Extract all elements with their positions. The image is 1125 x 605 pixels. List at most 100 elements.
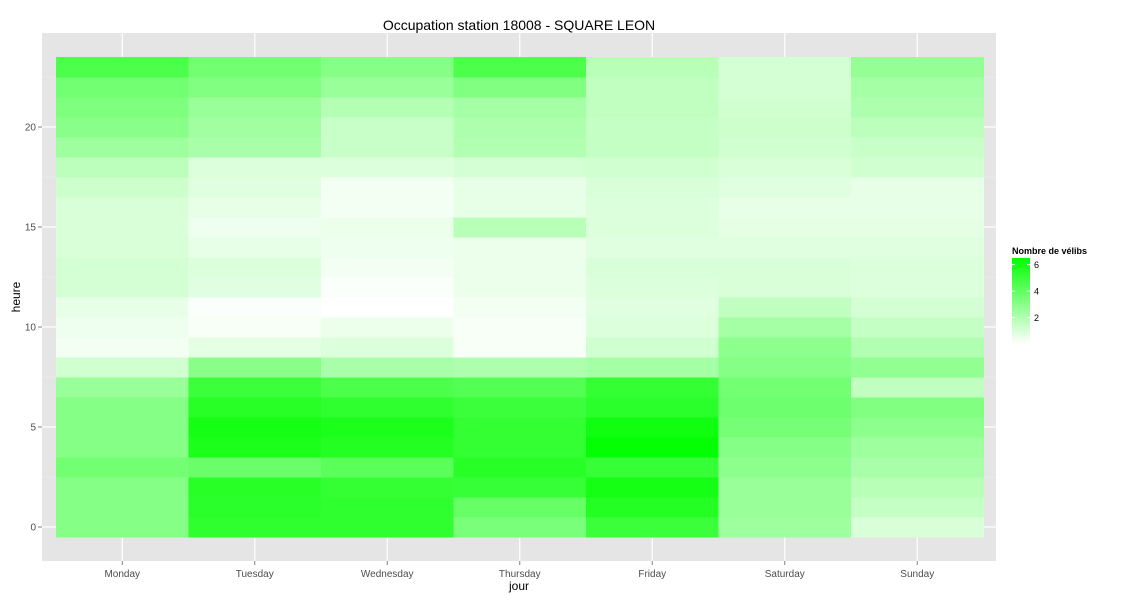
heatmap-cell-tuesday-3: [188, 457, 322, 478]
heatmap-cell-saturday-22: [718, 77, 852, 98]
heatmap-cell-sunday-12: [851, 277, 984, 298]
heatmap-cell-sunday-5: [851, 417, 984, 438]
heatmap-cell-friday-10: [586, 317, 719, 338]
heatmap-cell-tuesday-7: [188, 377, 322, 398]
heatmap-cell-monday-15: [56, 217, 189, 238]
heatmap-cell-wednesday-5: [321, 417, 454, 438]
legend-tick-label-6: 6: [1034, 260, 1039, 270]
heatmap-cell-sunday-2: [851, 477, 984, 498]
heatmap-cell-thursday-11: [453, 297, 587, 318]
heatmap-cell-saturday-9: [718, 337, 852, 358]
heatmap-cell-wednesday-4: [321, 437, 454, 458]
heatmap-cell-saturday-3: [718, 457, 852, 478]
heatmap-cell-wednesday-15: [321, 217, 454, 238]
heatmap-cell-wednesday-14: [321, 237, 454, 258]
heatmap-cell-friday-14: [586, 237, 719, 258]
heatmap-cell-monday-23: [56, 57, 189, 78]
y-tick-label-0: 0: [30, 523, 36, 534]
heatmap-cell-sunday-7: [851, 377, 984, 398]
heatmap-cell-monday-22: [56, 77, 189, 98]
heatmap-cell-friday-2: [586, 477, 719, 498]
heatmap-cell-saturday-19: [718, 137, 852, 158]
heatmap-cell-wednesday-1: [321, 497, 454, 518]
heatmap-cell-tuesday-0: [188, 517, 322, 538]
heatmap-cell-sunday-13: [851, 257, 984, 278]
heatmap-cell-monday-5: [56, 417, 189, 438]
heatmap-cell-saturday-20: [718, 117, 852, 138]
legend-ticks: 2 4 6: [1012, 260, 1039, 323]
chart-title: Occupation station 18008 - SQUARE LEON: [383, 17, 655, 33]
heatmap-cell-friday-11: [586, 297, 719, 318]
heatmap-cell-tuesday-22: [188, 77, 322, 98]
heatmap-cell-thursday-9: [453, 337, 587, 358]
heatmap-cell-thursday-10: [453, 317, 587, 338]
heatmap-cell-tuesday-11: [188, 297, 322, 318]
heatmap-cell-wednesday-7: [321, 377, 454, 398]
heatmap-cell-tuesday-12: [188, 277, 322, 298]
heatmap-cell-friday-12: [586, 277, 719, 298]
y-tick-label-20: 20: [25, 123, 37, 134]
heatmap-cell-monday-13: [56, 257, 189, 278]
legend-colorbar: [1012, 258, 1030, 344]
heatmap-cell-tuesday-5: [188, 417, 322, 438]
heatmap-cell-saturday-16: [718, 197, 852, 218]
heatmap-cell-wednesday-11: [321, 297, 454, 318]
heatmap-cell-sunday-15: [851, 217, 984, 238]
heatmap-cell-monday-0: [56, 517, 189, 538]
heatmap-cell-saturday-1: [718, 497, 852, 518]
heatmap-cell-sunday-11: [851, 297, 984, 318]
heatmap-cell-saturday-0: [718, 517, 852, 538]
heatmap-cell-monday-4: [56, 437, 189, 458]
heatmap-cell-thursday-4: [453, 437, 587, 458]
x-axis-ticks: Monday Tuesday Wednesday Thursday Friday Satu…: [104, 561, 934, 580]
heatmap-cell-saturday-18: [718, 157, 852, 178]
heatmap-cell-sunday-4: [851, 437, 984, 458]
heatmap-cell-monday-9: [56, 337, 189, 358]
heatmap-cell-friday-3: [586, 457, 719, 478]
heatmap-cell-thursday-13: [453, 257, 587, 278]
heatmap-cell-monday-20: [56, 117, 189, 138]
heatmap-cell-saturday-7: [718, 377, 852, 398]
heatmap-cell-sunday-3: [851, 457, 984, 478]
heatmap-cell-thursday-18: [453, 157, 587, 178]
heatmap-cell-saturday-5: [718, 417, 852, 438]
heatmap-cell-sunday-20: [851, 117, 984, 138]
heatmap-cell-sunday-8: [851, 357, 984, 378]
heatmap-cell-sunday-19: [851, 137, 984, 158]
heatmap-cell-saturday-10: [718, 317, 852, 338]
heatmap-cell-saturday-21: [718, 97, 852, 118]
heatmap-cell-tuesday-4: [188, 437, 322, 458]
heatmap-tiles: [56, 57, 984, 538]
y-tick-label-15: 15: [25, 223, 37, 234]
heatmap-cell-thursday-14: [453, 237, 587, 258]
heatmap-cell-tuesday-21: [188, 97, 322, 118]
heatmap-cell-thursday-19: [453, 137, 587, 158]
heatmap-cell-monday-21: [56, 97, 189, 118]
legend-title: Nombre de vélibs: [1012, 246, 1087, 256]
heatmap-cell-wednesday-18: [321, 157, 454, 178]
heatmap-cell-thursday-16: [453, 197, 587, 218]
heatmap-cell-friday-5: [586, 417, 719, 438]
heatmap-cell-tuesday-20: [188, 117, 322, 138]
heatmap-cell-thursday-1: [453, 497, 587, 518]
heatmap-cell-wednesday-13: [321, 257, 454, 278]
heatmap-cell-wednesday-20: [321, 117, 454, 138]
heatmap-cell-thursday-2: [453, 477, 587, 498]
x-tick-label-sunday: Sunday: [900, 569, 934, 580]
heatmap-cell-sunday-0: [851, 517, 984, 538]
heatmap-cell-tuesday-14: [188, 237, 322, 258]
legend-tick-label-2: 2: [1034, 313, 1039, 323]
heatmap-cell-friday-6: [586, 397, 719, 418]
heatmap-cell-friday-16: [586, 197, 719, 218]
heatmap-cell-monday-12: [56, 277, 189, 298]
heatmap-cell-monday-19: [56, 137, 189, 158]
heatmap-cell-friday-20: [586, 117, 719, 138]
heatmap-cell-monday-11: [56, 297, 189, 318]
x-tick-label-tuesday: Tuesday: [236, 569, 274, 580]
heatmap-cell-friday-19: [586, 137, 719, 158]
heatmap-cell-sunday-22: [851, 77, 984, 98]
heatmap-cell-thursday-23: [453, 57, 587, 78]
heatmap-cell-wednesday-6: [321, 397, 454, 418]
